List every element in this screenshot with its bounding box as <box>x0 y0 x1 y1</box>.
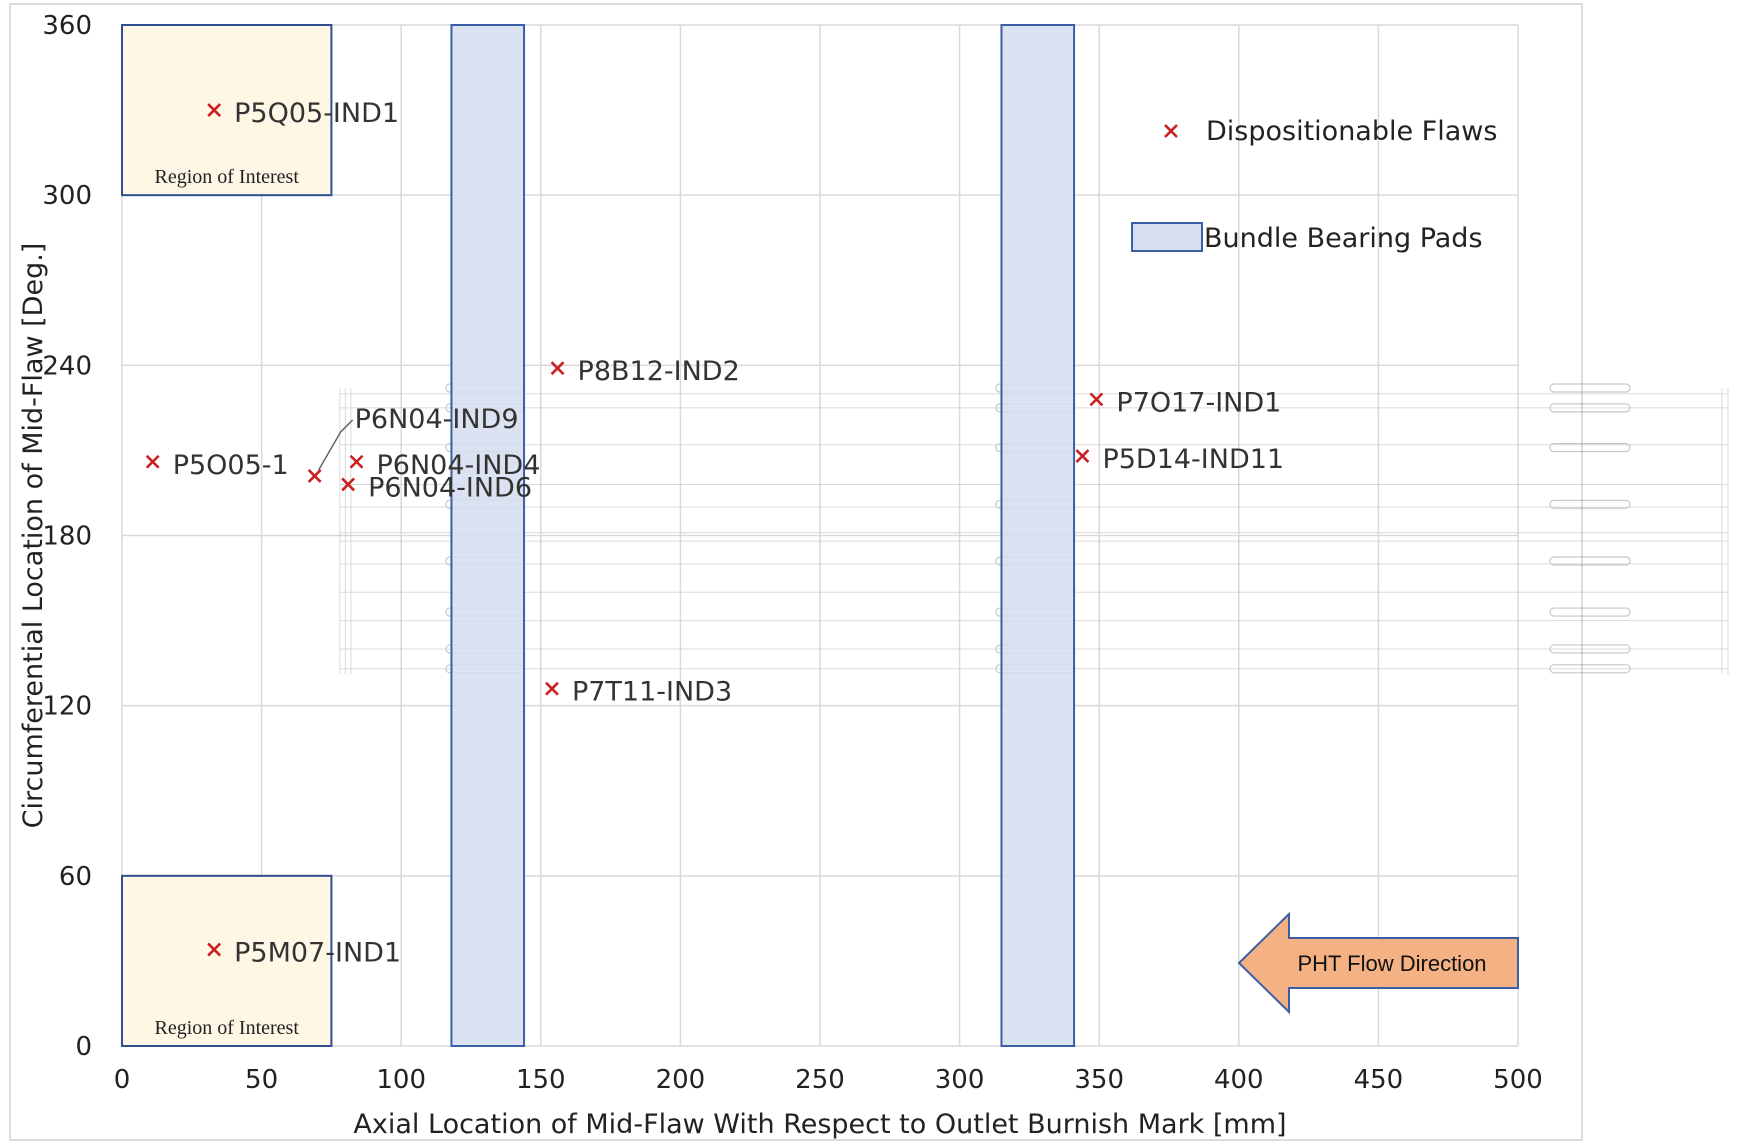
x-axis-title: Axial Location of Mid-Flaw With Respect … <box>353 1109 1286 1140</box>
legend-pad-swatch <box>1132 223 1202 251</box>
x-tick-label: 50 <box>245 1065 278 1095</box>
x-tick-label: 500 <box>1493 1065 1543 1095</box>
y-tick-label: 60 <box>59 862 92 892</box>
x-tick-label: 250 <box>795 1065 845 1095</box>
bearing-pad <box>1001 25 1074 1046</box>
x-tick-label: 400 <box>1214 1065 1264 1095</box>
y-tick-label: 120 <box>42 692 92 722</box>
y-tick-label: 0 <box>75 1032 92 1062</box>
legend-pads-label: Bundle Bearing Pads <box>1204 223 1483 254</box>
flaw-label: P5Q05-IND1 <box>234 98 399 129</box>
x-tick-label: 150 <box>516 1065 566 1095</box>
flaw-label: P8B12-IND2 <box>578 356 740 387</box>
y-axis-title: Circumferential Location of Mid-Flaw [De… <box>18 243 49 829</box>
y-tick-label: 360 <box>42 11 92 41</box>
region-of-interest-label: Region of Interest <box>154 1017 299 1039</box>
flaw-label: P6N04-IND9 <box>355 404 519 435</box>
region-of-interest-label: Region of Interest <box>154 166 299 188</box>
flow-arrow-label: PHT Flow Direction <box>1297 951 1486 976</box>
bearing-pad <box>451 25 524 1046</box>
flaw-label: P7T11-IND3 <box>572 677 732 708</box>
flaw-label: P6N04-IND6 <box>368 472 532 503</box>
x-tick-label: 450 <box>1354 1065 1404 1095</box>
x-tick-label: 300 <box>935 1065 985 1095</box>
flaw-label: P5O05-1 <box>173 450 289 481</box>
flaw-label: P7O17-IND1 <box>1116 387 1281 418</box>
y-tick-label: 240 <box>42 351 92 381</box>
y-tick-label: 300 <box>42 181 92 211</box>
x-tick-label: 100 <box>376 1065 426 1095</box>
flaw-label: P5M07-IND1 <box>234 938 401 969</box>
x-tick-label: 0 <box>114 1065 131 1095</box>
legend-flaws-label: Dispositionable Flaws <box>1206 116 1497 147</box>
x-tick-label: 350 <box>1074 1065 1124 1095</box>
x-tick-label: 200 <box>656 1065 706 1095</box>
y-tick-label: 180 <box>42 522 92 552</box>
flaw-label: P5D14-IND11 <box>1102 444 1284 475</box>
